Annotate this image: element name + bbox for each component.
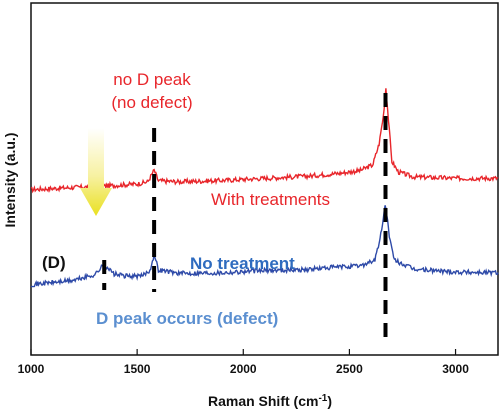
x-tick-label: 3000	[442, 362, 469, 376]
annotation-d-peak-occurs: D peak occurs (defect)	[96, 309, 278, 328]
peak-markers	[102, 93, 388, 345]
annotation-no-defect: (no defect)	[111, 93, 192, 112]
annotation-with-treatments: With treatments	[211, 190, 330, 209]
series-no-treatment-line	[30, 205, 499, 288]
y-axis-label: Intensity (a.u.)	[2, 133, 18, 228]
x-axis-label: Raman Shift (cm-1)	[208, 393, 332, 409]
plot-frame	[30, 2, 499, 356]
x-tick-label: 2000	[230, 362, 257, 376]
x-tick-label: 1000	[18, 362, 45, 376]
series-with-treatments-line	[30, 88, 499, 194]
arrow-down-icon	[80, 128, 112, 216]
annotation-no-d-peak: no D peak	[113, 70, 191, 89]
x-tick-label: 2500	[336, 362, 363, 376]
x-axis-ticks: 1000 1500 2000 2500 3000	[18, 349, 469, 376]
annotation-d-label: (D)	[42, 253, 66, 272]
x-tick-label: 1500	[124, 362, 151, 376]
annotation-no-treatment: No treatment	[190, 254, 295, 273]
